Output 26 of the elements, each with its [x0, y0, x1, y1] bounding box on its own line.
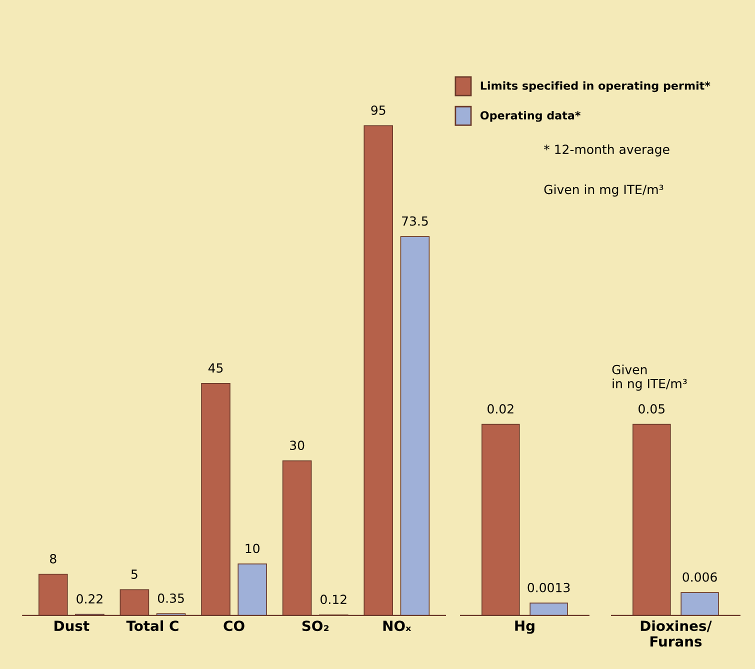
data-label: 73.5 [402, 216, 428, 226]
legend-label: Operating data* [480, 110, 581, 122]
data-label: 0.006 [682, 572, 717, 582]
legend-label: Limits specified in operating permit* [480, 81, 710, 92]
x-tick-label: Dioxines/ Furans [640, 620, 712, 647]
data-label: 0.0013 [528, 582, 570, 592]
text: Given in mg ITE/m³ [544, 184, 664, 197]
x-tick-label: CO [224, 620, 244, 632]
data-label: 10 [246, 544, 260, 554]
data-label: 5 [131, 570, 138, 579]
x-tick-label: Hg [515, 620, 534, 634]
data-label: 45 [208, 363, 223, 373]
x-tick-label: SO₂ [302, 620, 329, 632]
x-tick-label: Total C [126, 620, 178, 632]
text: Given in ng ITE/m³ [612, 364, 687, 391]
x-tick-label: NOₓ [383, 620, 412, 632]
text: * 12-month average [544, 144, 670, 156]
data-label: 0.22 [76, 594, 102, 604]
data-label: 0.05 [638, 404, 664, 414]
data-label: 8 [50, 554, 56, 564]
x-tick-label: Dust [54, 620, 90, 632]
data-label: 0.35 [158, 593, 184, 603]
data-label: 30 [290, 440, 304, 450]
data-label: 95 [371, 105, 386, 115]
data-label: 0.02 [488, 404, 514, 414]
data-label: 0.12 [320, 594, 346, 604]
